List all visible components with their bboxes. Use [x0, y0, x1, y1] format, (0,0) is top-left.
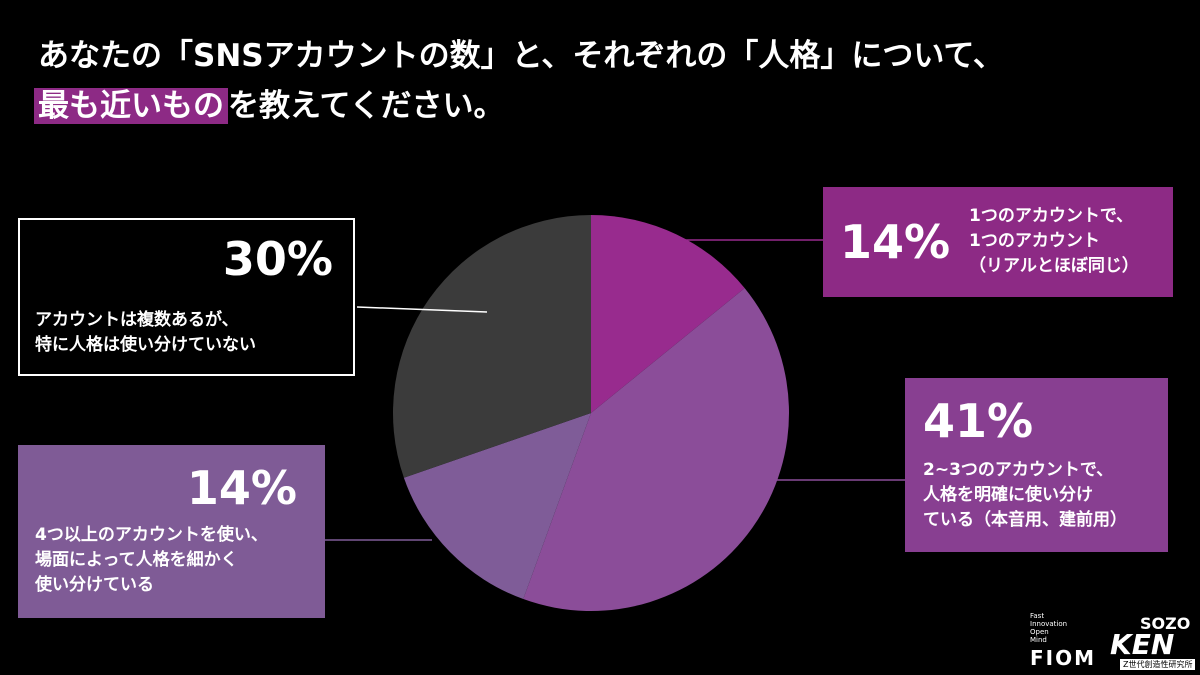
category-label: 4つ以上のアカウントを使い、 場面によって人格を細かく 使い分けている [35, 525, 268, 595]
logo-institute: Z世代創造性研究所 [1120, 659, 1196, 670]
pie-slice [523, 288, 789, 611]
pie-slice [591, 215, 745, 413]
value-label: 14% [840, 215, 951, 269]
logo-tagline: Fast Innovation Open Mind [1030, 612, 1068, 644]
logo-sozo: SOZO [1140, 614, 1191, 633]
value-label: 14% [186, 461, 297, 515]
category-label: 2~3つのアカウントで、 人格を明確に使い分け ている（本音用、建前用） [923, 460, 1127, 530]
subtitle-highlight: 最も近いもの [34, 88, 228, 124]
subtitle-line: 最も近いもの を教えてください。 [34, 80, 505, 125]
leader-line [356, 306, 488, 313]
label-box: 14% 1つのアカウントで、 1つのアカウント （リアルとほぼ同じ） [823, 187, 1173, 297]
category-label: アカウントは複数あるが、 特に人格は使い分けていない [35, 310, 256, 355]
logo-ken: KEN [1110, 628, 1175, 661]
label-box: 14% 4つ以上のアカウントを使い、 場面によって人格を細かく 使い分けている [18, 445, 325, 618]
label-box: 41% 2~3つのアカウントで、 人格を明確に使い分け ている（本音用、建前用） [905, 378, 1168, 552]
pie-slice [403, 413, 591, 600]
value-label: 30% [222, 232, 333, 286]
category-label: 1つのアカウントで、 1つのアカウント （リアルとほぼ同じ） [969, 206, 1139, 276]
title: あなたの「SNSアカウントの数」と、それぞれの「人格」について、 [38, 38, 1004, 74]
subtitle: を教えてください。 [228, 88, 505, 124]
pie-slice [392, 215, 591, 478]
logo-fiom: FIOM [1030, 646, 1097, 670]
value-label: 41% [923, 394, 1034, 448]
label-box: 30% アカウントは複数あるが、 特に人格は使い分けていない [18, 218, 355, 376]
